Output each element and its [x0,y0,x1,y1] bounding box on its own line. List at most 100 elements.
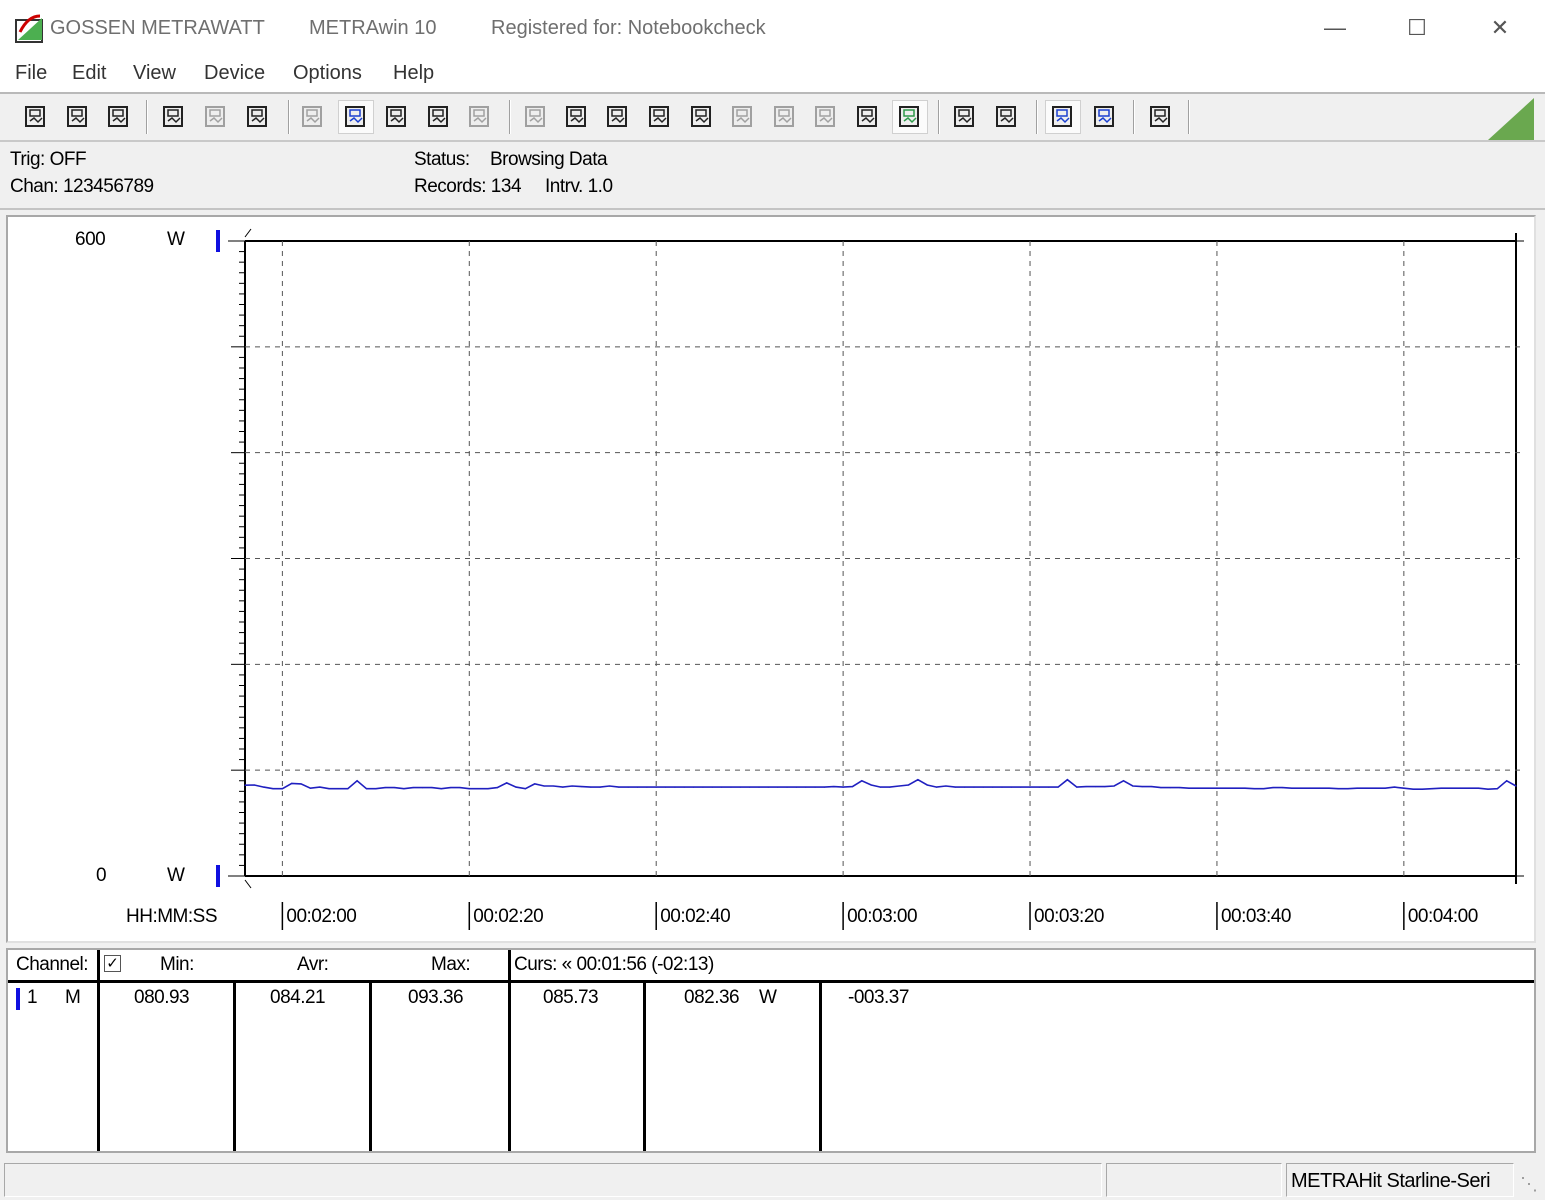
maximize-button[interactable]: ☐ [1397,10,1437,46]
device-transfer-button[interactable] [725,100,761,134]
trigger-status: Trig: OFF [10,149,87,170]
print-button[interactable] [989,100,1025,134]
data-point [1440,787,1442,789]
menu-options[interactable]: Options [293,62,362,84]
channel-table: Channel: ✓ Min: Avr: Max: Curs: « 00:01:… [6,948,1536,1153]
data-point [1337,788,1340,790]
data-point [814,786,816,788]
data-point [1057,786,1059,788]
save-button[interactable] [18,100,54,134]
data-point [1122,780,1125,782]
menu-help[interactable]: Help [393,62,435,84]
data-point [1272,787,1274,789]
bug-button[interactable] [892,100,928,134]
trigger-button[interactable] [767,100,803,134]
data-point [590,786,592,788]
memory-mode-button[interactable] [240,100,276,134]
data-point [459,787,461,789]
status-value: Browsing Data [490,149,608,170]
channel-settings-button[interactable] [600,100,636,134]
data-point [1328,787,1330,789]
data-point [263,786,265,788]
print-graph-button[interactable] [947,100,983,134]
crosshair-button[interactable] [379,100,415,134]
data-point [1141,785,1143,788]
data-point [1468,787,1470,789]
numeric-display-button[interactable] [295,100,331,134]
data-point [1085,785,1087,788]
data-point [412,787,414,789]
data-point [664,786,667,788]
import-button[interactable] [559,100,595,134]
toolbar-separator [1036,100,1038,134]
data-point [478,788,480,790]
data-point [964,786,966,788]
device-settings-button[interactable] [642,100,678,134]
data-point [851,785,854,788]
data-point [1347,788,1349,790]
toolbar-separator [1188,100,1190,134]
menu-file[interactable]: File [15,62,48,84]
minimize-button[interactable]: — [1315,10,1355,46]
data-point [1515,785,1517,787]
channel-header: Channel: [16,954,89,975]
menu-view[interactable]: View [133,62,176,84]
export-button[interactable] [518,100,554,134]
data-point [1244,787,1246,789]
data-point [982,786,984,788]
timer-button[interactable] [850,100,886,134]
data-point [992,786,994,788]
data-point [767,786,769,788]
data-point [1496,788,1498,790]
data-point [272,788,274,790]
data-point [954,786,956,788]
max-value: 093.36 [408,987,464,1008]
data-point [823,786,826,788]
read-memory-button[interactable] [156,100,192,134]
channel-scale-marker [216,230,220,252]
channel-number: 1 [27,987,38,1008]
function-button[interactable] [684,100,720,134]
data-point [599,786,601,788]
data-point [450,787,452,789]
info-panel: Trig: OFF Chan: 123456789 Status: Browsi… [0,144,1545,210]
data-point [300,783,302,785]
data-point [692,786,695,788]
table-view-button[interactable] [421,100,457,134]
x-tick-label: 00:04:00 [1407,906,1478,927]
avr-header: Avr: [297,954,329,975]
close-button[interactable]: ✕ [1480,10,1520,46]
zoom-waveform-button[interactable] [1045,100,1081,134]
save-as-button[interactable] [60,100,96,134]
data-point [1197,787,1199,789]
comment-icon [1150,106,1170,127]
interval-value: Intrv. 1.0 [545,176,613,197]
data-point [1038,786,1040,788]
min-header: Min: [160,954,194,975]
clear-memory-icon [205,106,225,127]
sampling-button[interactable] [808,100,844,134]
data-point [618,786,620,788]
histogram-button[interactable] [462,100,498,134]
menu-device[interactable]: Device [204,62,266,84]
data-point [861,780,863,782]
data-point [253,784,255,786]
chart-panel[interactable] [6,215,1536,943]
data-point [309,787,312,789]
clear-memory-button[interactable] [198,100,234,134]
menu-edit[interactable]: Edit [72,62,107,84]
data-point [506,782,508,784]
data-point [870,784,872,786]
data-point [431,787,433,789]
zoom-waveform-icon [1052,106,1072,127]
device-settings-icon [649,106,669,127]
show-channel-checkbox[interactable]: ✓ [104,955,121,972]
zoom-peak-button[interactable] [1087,100,1123,134]
comment-button[interactable] [1143,100,1179,134]
brand-name: GOSSEN METRAWATT [50,17,265,39]
open-folder-button[interactable] [101,100,137,134]
resize-grip-icon[interactable]: ⋱ [1520,1174,1538,1194]
waveform-view-button[interactable] [338,100,374,134]
open-folder-icon [108,106,128,127]
